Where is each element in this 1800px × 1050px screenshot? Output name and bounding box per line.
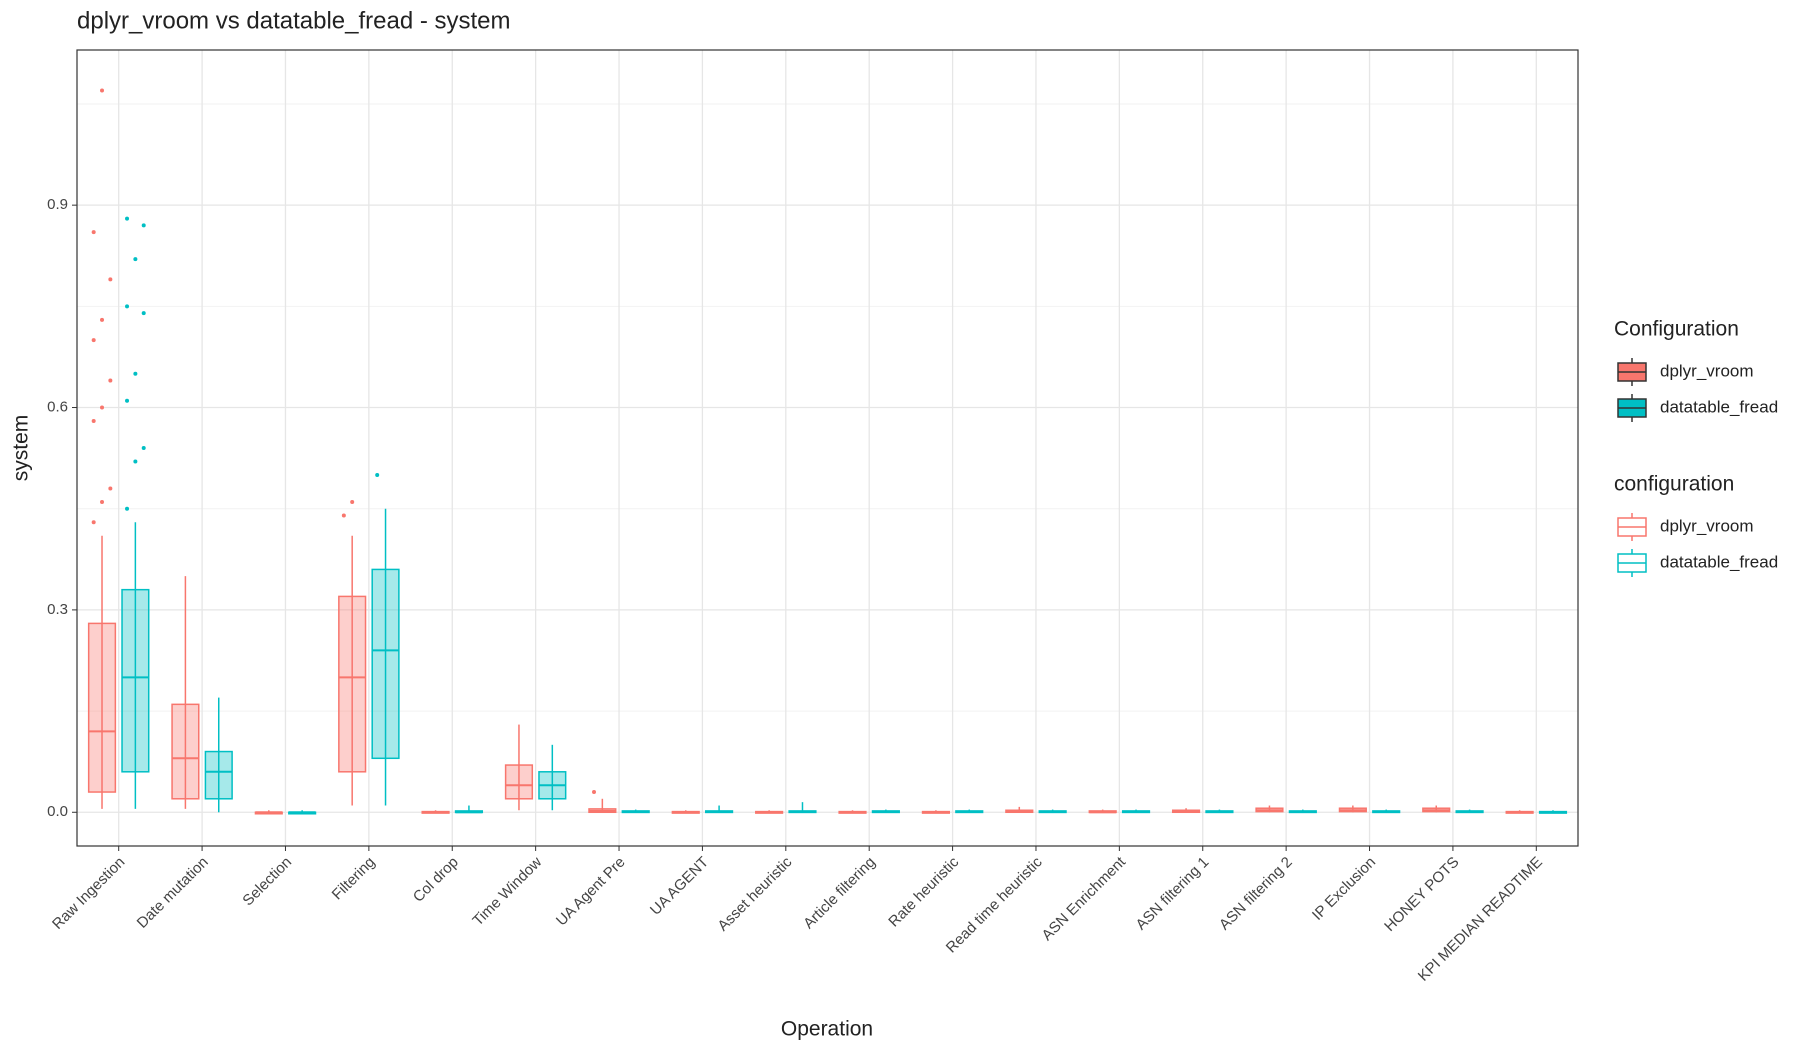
legend-label: dplyr_vroom <box>1660 516 1754 535</box>
outlier <box>375 472 380 477</box>
outlier <box>133 371 138 376</box>
box <box>87 622 117 793</box>
outlier <box>141 223 146 228</box>
legend-label: dplyr_vroom <box>1660 361 1754 380</box>
x-tick-label: ASN filtering 2 <box>1216 854 1296 934</box>
legend-title: configuration <box>1614 473 1734 496</box>
outlier <box>125 506 130 511</box>
box <box>204 750 233 800</box>
outlier <box>108 378 113 383</box>
x-tick-label: ASN Enrichment <box>1039 853 1130 944</box>
y-tick-label: 0.0 <box>47 803 68 820</box>
y-tick-label: 0.3 <box>47 601 68 618</box>
box <box>121 588 150 773</box>
outlier <box>100 499 105 504</box>
outlier <box>133 257 138 262</box>
outlier <box>141 446 146 450</box>
outlier <box>91 338 96 343</box>
x-tick-label: IP Exclusion <box>1309 854 1379 924</box>
x-tick-label: Time Window <box>469 853 545 929</box>
chart-title: dplyr_vroom vs datatable_fread - system <box>77 7 511 34</box>
x-tick-label: UA AGENT <box>647 854 712 919</box>
outlier <box>108 486 113 491</box>
outlier <box>350 499 355 504</box>
x-axis-label: Operation <box>781 1018 873 1041</box>
y-tick-label: 0.9 <box>47 196 68 213</box>
legend-label: datatable_fread <box>1660 552 1778 571</box>
outlier <box>91 230 96 235</box>
outlier <box>108 277 113 282</box>
x-tick-label: Article filtering <box>800 854 879 933</box>
outlier <box>141 311 146 316</box>
x-tick-label: Date mutation <box>134 854 212 932</box>
y-tick-label: 0.6 <box>47 398 68 415</box>
outlier <box>100 405 105 410</box>
box <box>371 568 400 760</box>
legend-title: Configuration <box>1614 318 1739 341</box>
outlier <box>125 216 130 221</box>
panel-border <box>76 49 1579 847</box>
outlier <box>100 317 105 322</box>
x-tick-label: Selection <box>239 854 295 910</box>
outlier <box>341 513 346 518</box>
outlier <box>91 520 96 525</box>
x-tick-label: Asset heuristic <box>714 853 795 934</box>
outlier <box>133 459 138 464</box>
box <box>338 595 367 773</box>
x-tick-label: Raw Ingestion <box>49 854 128 933</box>
y-axis-label: system <box>10 415 33 482</box>
x-tick-label: HONEY POTS <box>1381 854 1462 935</box>
outlier <box>592 790 597 795</box>
outlier <box>125 304 130 309</box>
outlier <box>125 398 130 403</box>
box <box>171 703 200 800</box>
x-tick-label: Filtering <box>329 854 379 904</box>
outlier <box>91 419 96 424</box>
outlier <box>100 88 105 93</box>
x-tick-label: ASN filtering 1 <box>1133 854 1213 934</box>
x-tick-label: Col drop <box>410 854 462 906</box>
x-tick-label: UA Agent Pre <box>553 854 629 930</box>
x-tick-label: Rate heuristic <box>885 853 962 930</box>
legend-label: datatable_fread <box>1660 397 1778 416</box>
box <box>504 764 534 800</box>
